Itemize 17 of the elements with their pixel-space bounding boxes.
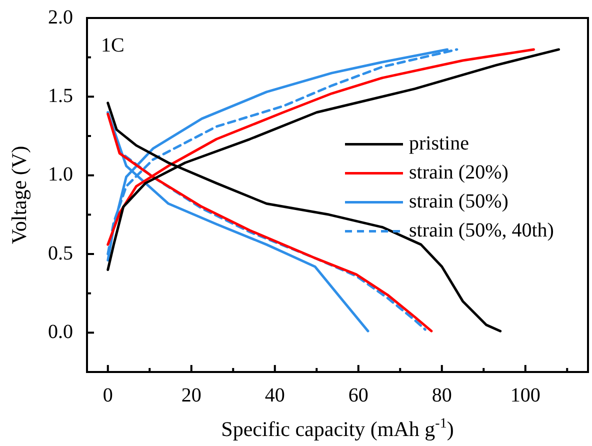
x-tick-label: 100 (510, 384, 540, 406)
legend-label: strain (50%) (409, 190, 508, 212)
x-tick-label: 20 (181, 384, 202, 406)
x-tick-label: 80 (432, 384, 452, 406)
y-tick-label: 1.5 (48, 84, 73, 107)
y-tick-label: 2.0 (48, 6, 73, 28)
legend-label: strain (50%, 40th) (409, 219, 554, 242)
legend-label: strain (20%) (409, 161, 508, 184)
x-tick-label: 60 (348, 384, 368, 406)
x-tick-label: 0 (102, 384, 113, 406)
y-tick-label: 0.0 (48, 320, 73, 343)
y-axis-title: Voltage (V) (7, 146, 31, 244)
annotation: 1C (101, 34, 124, 56)
y-tick-label: 0.5 (48, 242, 73, 264)
y-tick-label: 1.0 (48, 164, 73, 186)
x-tick-label: 40 (264, 384, 285, 406)
legend-label: pristine (409, 132, 470, 154)
